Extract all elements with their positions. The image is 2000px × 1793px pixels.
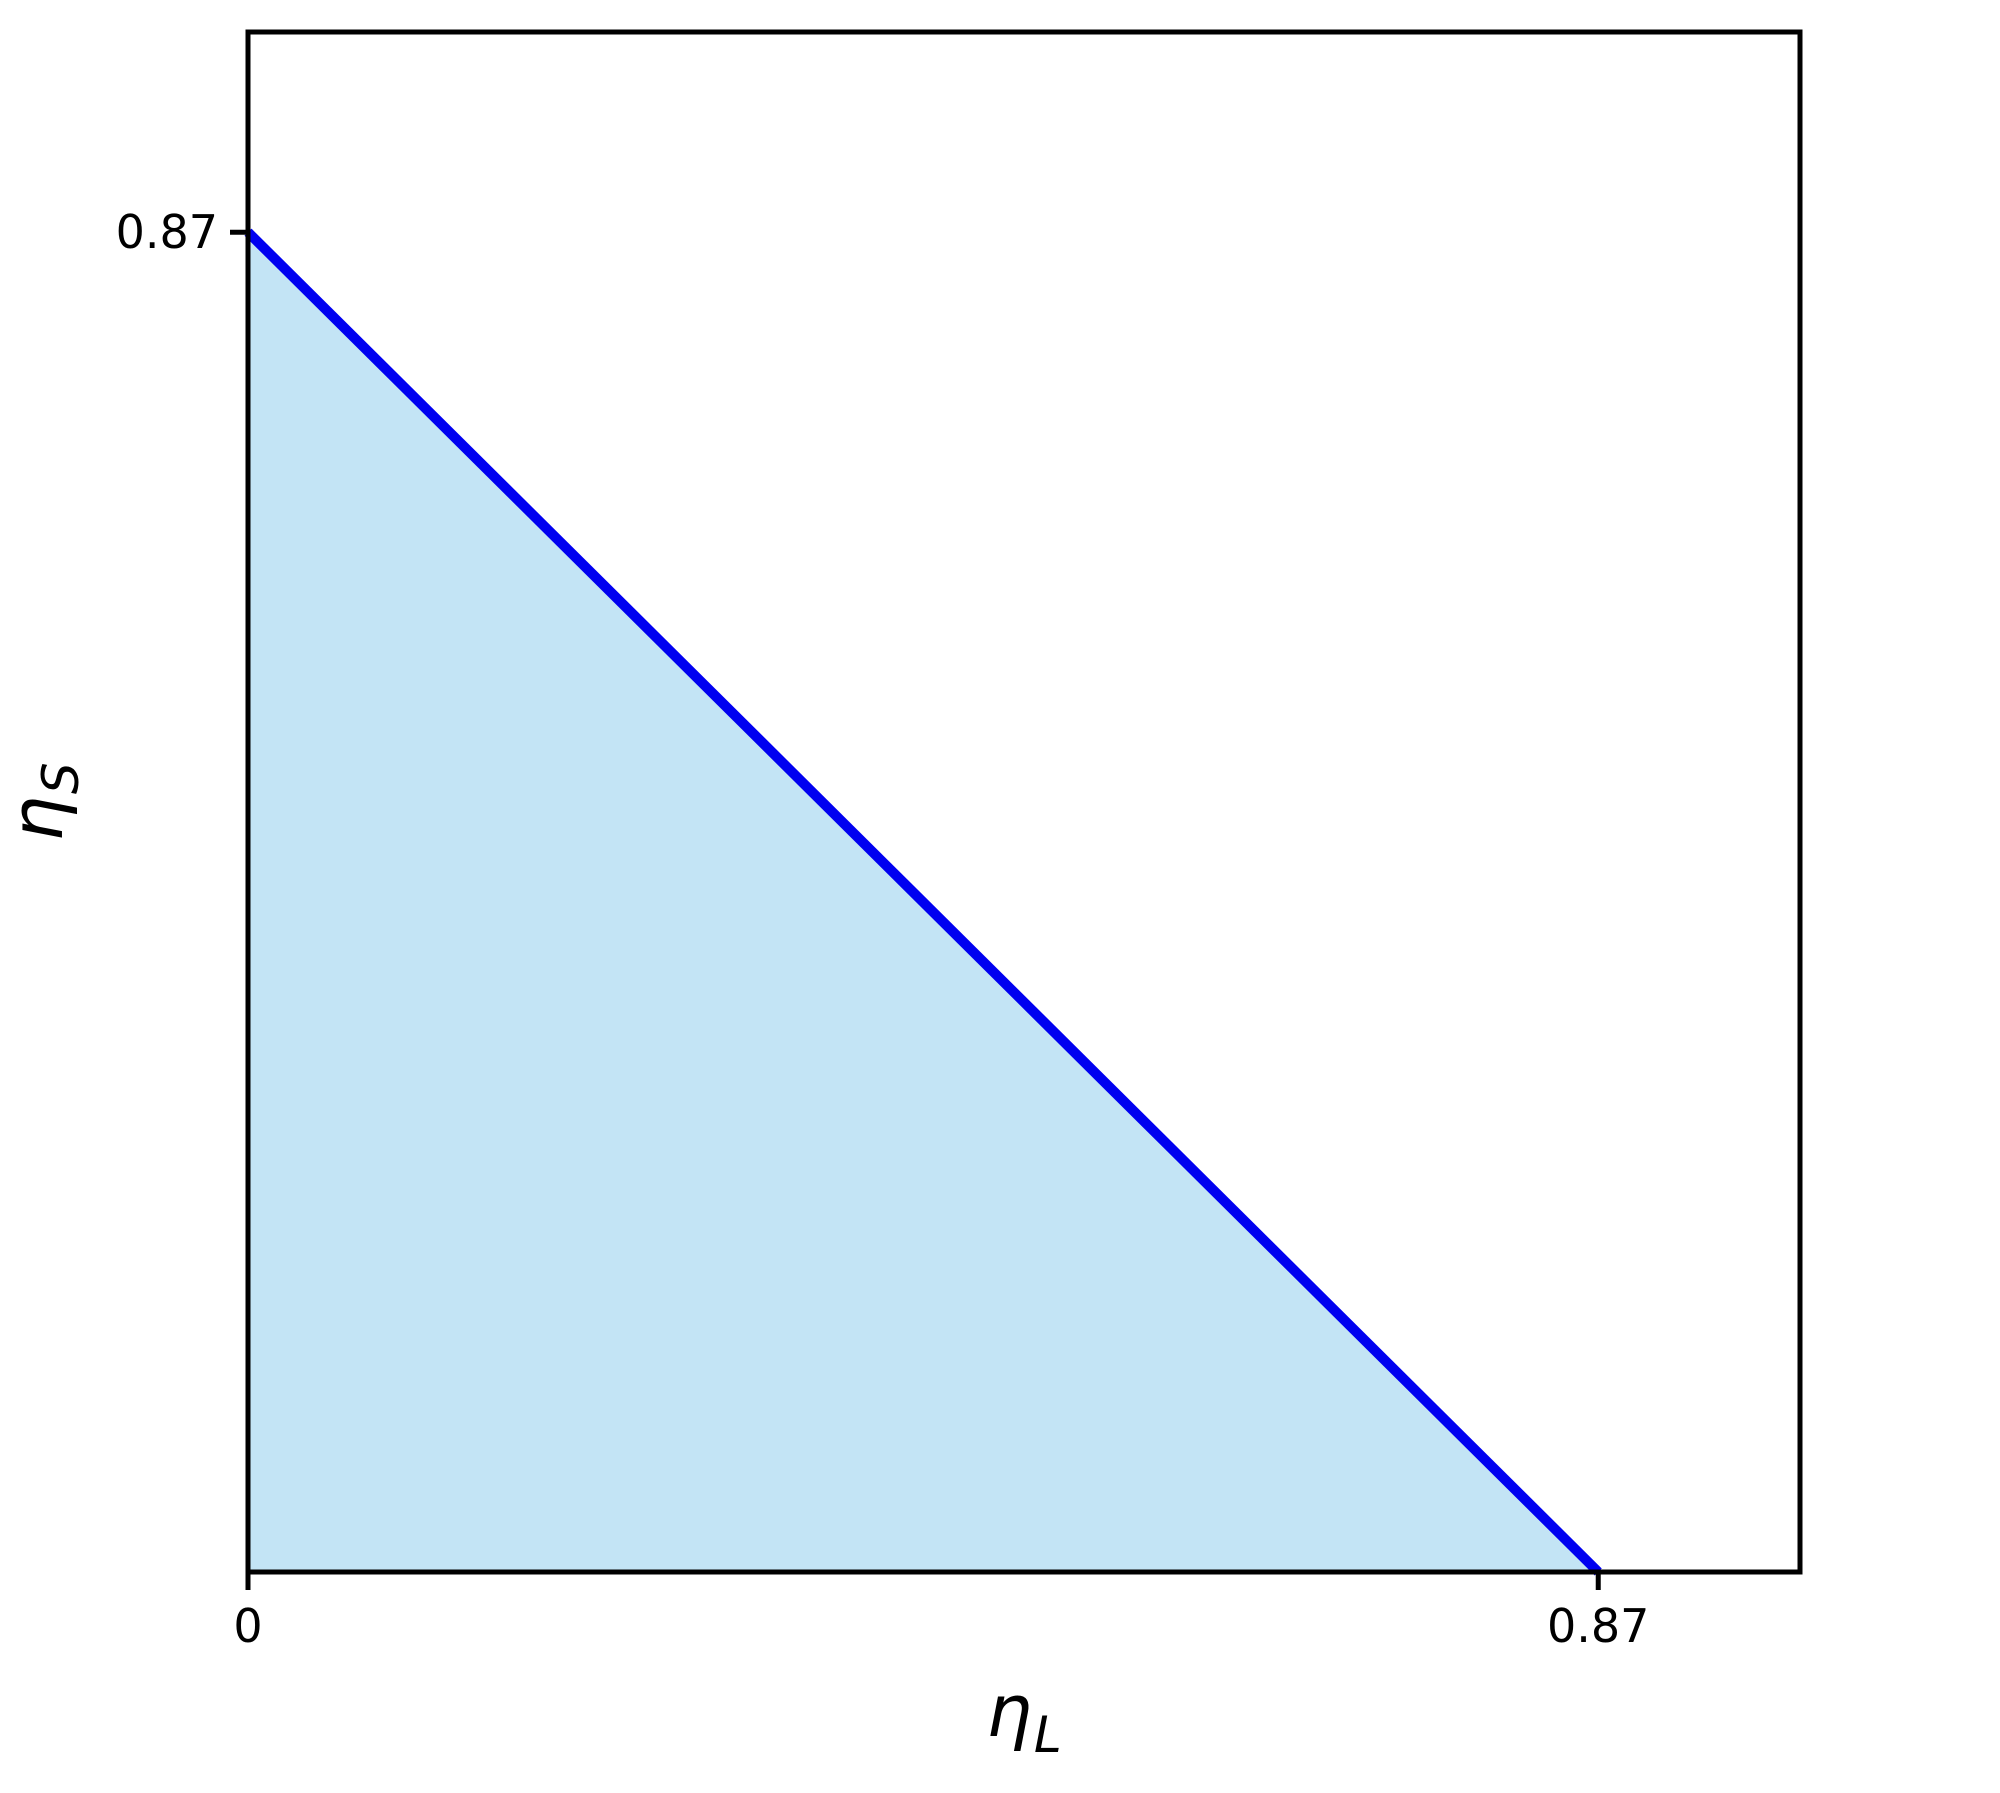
x-axis-ticks: 0 0.87: [233, 1572, 1649, 1653]
x-axis-label-subscript: L: [1034, 1706, 1062, 1764]
boundary-line: [244, 228, 1602, 1576]
axes-border: [245, 29, 1803, 1575]
y-axis-label-base: η: [0, 796, 79, 842]
x-axis-label-base: η: [986, 1669, 1032, 1753]
y-axis-label: ηS: [0, 762, 90, 841]
y-tick-label: 0.87: [116, 205, 218, 259]
y-axis-ticks: 0.87: [116, 205, 248, 259]
x-axis-label: ηL: [986, 1669, 1062, 1764]
x-tick-label: 0.87: [1547, 1599, 1649, 1653]
y-axis-label-subscript: S: [32, 762, 90, 794]
x-tick-label: 0: [233, 1599, 262, 1653]
